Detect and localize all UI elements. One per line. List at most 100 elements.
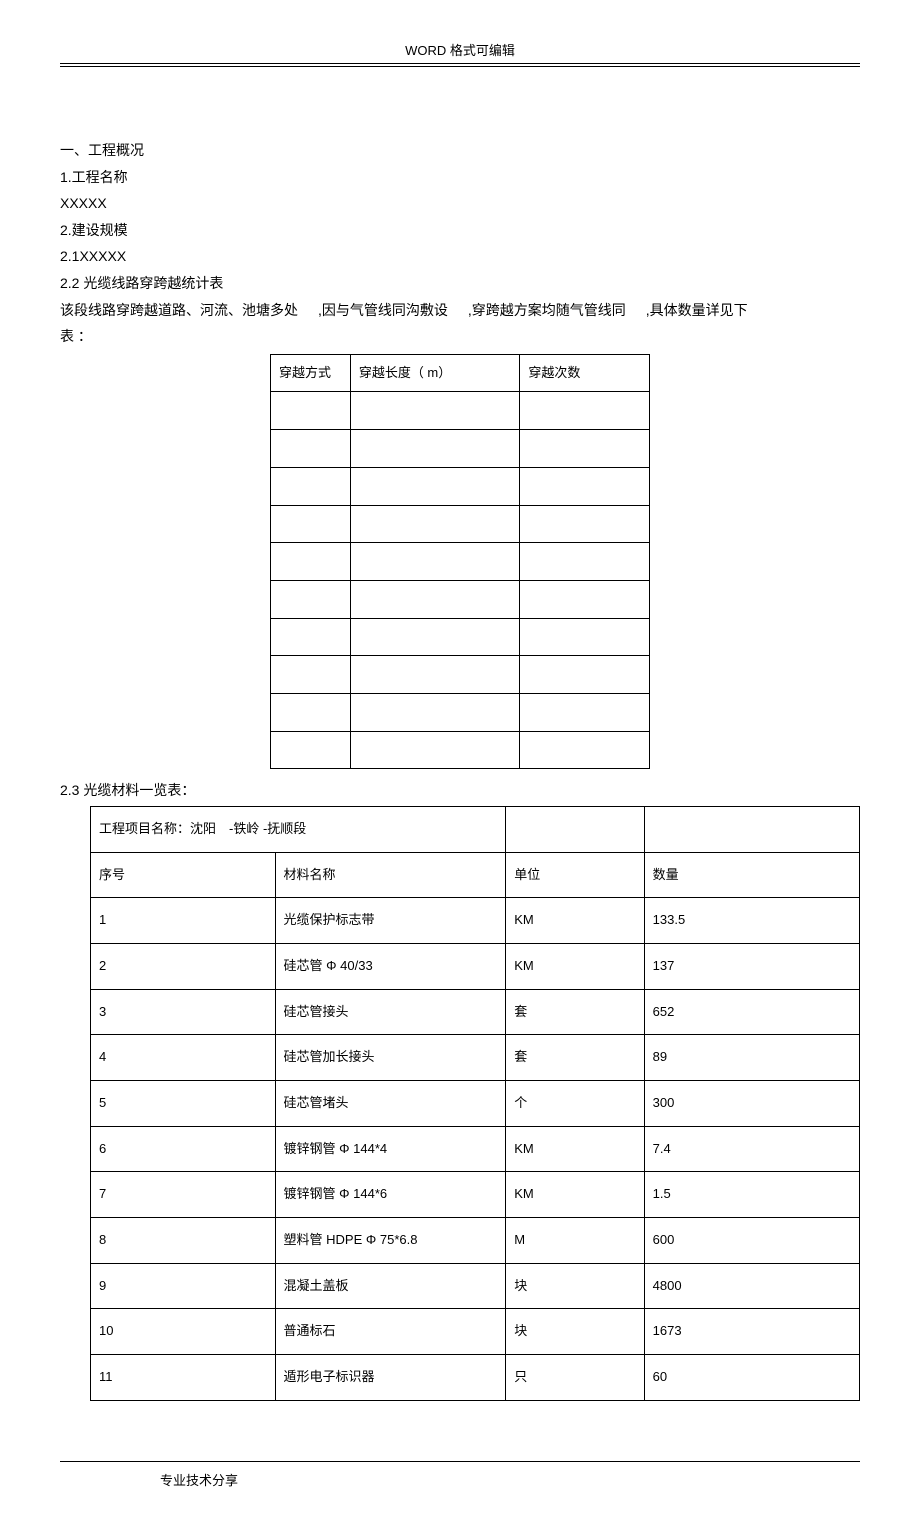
project-empty-cell <box>644 806 859 852</box>
material-table-row: 4硅芯管加长接头套89 <box>91 1035 860 1081</box>
material-table-cell: 60 <box>644 1355 859 1401</box>
material-table-cell: 镀锌钢管 Φ 144*4 <box>275 1126 506 1172</box>
material-table-header-cell: 单位 <box>506 852 644 898</box>
crossing-table-header-cell: 穿越长度（ m） <box>350 354 520 392</box>
crossing-table-cell <box>520 693 650 731</box>
crossing-table-cell <box>271 731 351 769</box>
material-table-row: 11遁形电子标识器只60 <box>91 1355 860 1401</box>
crossing-table-cell <box>350 505 520 543</box>
material-table-cell: 1.5 <box>644 1172 859 1218</box>
crossing-table-cell <box>520 656 650 694</box>
material-table-cell: KM <box>506 898 644 944</box>
crossing-table-header-cell: 穿越方式 <box>271 354 351 392</box>
material-table-cell: 9 <box>91 1263 276 1309</box>
project-empty-cell <box>506 806 644 852</box>
material-table-cell: 3 <box>91 989 276 1035</box>
item-1-label: 1.工程名称 <box>60 164 860 191</box>
material-table-row: 6镀锌钢管 Φ 144*4KM7.4 <box>91 1126 860 1172</box>
crossing-table-cell <box>271 430 351 468</box>
material-table-cell: 300 <box>644 1081 859 1127</box>
material-table-cell: 混凝土盖板 <box>275 1263 506 1309</box>
item-1-value: XXXXX <box>60 190 860 217</box>
crossing-table-cell <box>520 543 650 581</box>
material-table-cell: 块 <box>506 1263 644 1309</box>
material-table-row: 9混凝土盖板块4800 <box>91 1263 860 1309</box>
material-table-cell: 7.4 <box>644 1126 859 1172</box>
page-header: WORD 格式可编辑 <box>60 40 860 64</box>
material-table-cell: 89 <box>644 1035 859 1081</box>
material-table-cell: 11 <box>91 1355 276 1401</box>
crossing-table-cell <box>271 543 351 581</box>
material-table-header-cell: 序号 <box>91 852 276 898</box>
item-2-1: 2.1XXXXX <box>60 243 860 270</box>
crossing-table-header-cell: 穿越次数 <box>520 354 650 392</box>
crossing-table-cell <box>350 618 520 656</box>
crossing-table-cell <box>271 392 351 430</box>
section-heading: 一、工程概况 <box>60 137 860 164</box>
crossing-text-b: ,因与气管线同沟敷设 <box>318 302 448 318</box>
material-table-cell: 8 <box>91 1218 276 1264</box>
crossing-table-cell <box>350 392 520 430</box>
material-table-cell: 2 <box>91 943 276 989</box>
material-table-cell: 10 <box>91 1309 276 1355</box>
material-table-header-cell: 材料名称 <box>275 852 506 898</box>
material-table-cell: 塑料管 HDPE Φ 75*6.8 <box>275 1218 506 1264</box>
material-table-cell: 光缆保护标志带 <box>275 898 506 944</box>
crossing-table-cell <box>520 618 650 656</box>
material-table-wrap: 工程项目名称：沈阳 -铁岭 -抚顺段 序号材料名称单位数量1光缆保护标志带KM1… <box>60 806 860 1401</box>
material-table-cell: 硅芯管接头 <box>275 989 506 1035</box>
material-table-row: 10普通标石块1673 <box>91 1309 860 1355</box>
crossing-paragraph-1: 该段线路穿跨越道路、河流、池塘多处 ,因与气管线同沟敷设 ,穿跨越方案均随气管线同,… <box>60 297 860 324</box>
crossing-text-d: ,具体数量详见下 <box>646 302 748 318</box>
project-name-cell: 工程项目名称：沈阳 -铁岭 -抚顺段 <box>91 806 506 852</box>
material-table-row: 8塑料管 HDPE Φ 75*6.8M600 <box>91 1218 860 1264</box>
material-table-row: 2硅芯管 Φ 40/33KM137 <box>91 943 860 989</box>
material-table-cell: 4800 <box>644 1263 859 1309</box>
crossing-table-cell <box>350 543 520 581</box>
material-table-cell: 只 <box>506 1355 644 1401</box>
material-table-cell: KM <box>506 1172 644 1218</box>
material-table-cell: 块 <box>506 1309 644 1355</box>
crossing-table-cell <box>520 731 650 769</box>
material-table-cell: 个 <box>506 1081 644 1127</box>
crossing-text-a: 该段线路穿跨越道路、河流、池塘多处 <box>60 302 298 318</box>
crossing-table-cell <box>350 656 520 694</box>
crossing-table-cell <box>350 693 520 731</box>
material-table-cell: M <box>506 1218 644 1264</box>
footer-text: 专业技术分享 <box>60 1462 860 1489</box>
material-table-row: 3硅芯管接头套652 <box>91 989 860 1035</box>
material-table-cell: 1673 <box>644 1309 859 1355</box>
material-table-cell: 7 <box>91 1172 276 1218</box>
material-table-cell: 硅芯管堵头 <box>275 1081 506 1127</box>
material-table-header-cell: 数量 <box>644 852 859 898</box>
crossing-table-cell <box>271 580 351 618</box>
material-table-cell: 6 <box>91 1126 276 1172</box>
crossing-table-cell <box>350 580 520 618</box>
item-2-3: 2.3 光缆材料一览表： <box>60 777 860 804</box>
crossing-table-cell <box>271 618 351 656</box>
document-body: 一、工程概况 1.工程名称 XXXXX 2.建设规模 2.1XXXXX 2.2 … <box>60 137 860 1401</box>
crossing-table: 穿越方式穿越长度（ m）穿越次数 <box>270 354 650 770</box>
material-table-row: 7镀锌钢管 Φ 144*6KM1.5 <box>91 1172 860 1218</box>
crossing-table-cell <box>520 392 650 430</box>
header-divider <box>60 66 860 67</box>
page-container: WORD 格式可编辑 一、工程概况 1.工程名称 XXXXX 2.建设规模 2.… <box>0 0 920 1529</box>
material-table-cell: KM <box>506 943 644 989</box>
material-table-cell: 600 <box>644 1218 859 1264</box>
material-table-cell: 硅芯管加长接头 <box>275 1035 506 1081</box>
material-table-cell: 1 <box>91 898 276 944</box>
material-table-cell: 套 <box>506 1035 644 1081</box>
material-table-cell: 镀锌钢管 Φ 144*6 <box>275 1172 506 1218</box>
crossing-text-c: ,穿跨越方案均随气管线同 <box>468 302 626 318</box>
material-table-cell: 652 <box>644 989 859 1035</box>
crossing-table-cell <box>350 430 520 468</box>
footer-area: 专业技术分享 <box>60 1461 860 1489</box>
material-table-row: 1光缆保护标志带KM133.5 <box>91 898 860 944</box>
material-table-cell: 4 <box>91 1035 276 1081</box>
crossing-table-cell <box>350 731 520 769</box>
material-table-row: 5硅芯管堵头个300 <box>91 1081 860 1127</box>
material-table-cell: 133.5 <box>644 898 859 944</box>
material-table-cell: KM <box>506 1126 644 1172</box>
crossing-table-cell <box>350 467 520 505</box>
crossing-table-cell <box>520 580 650 618</box>
